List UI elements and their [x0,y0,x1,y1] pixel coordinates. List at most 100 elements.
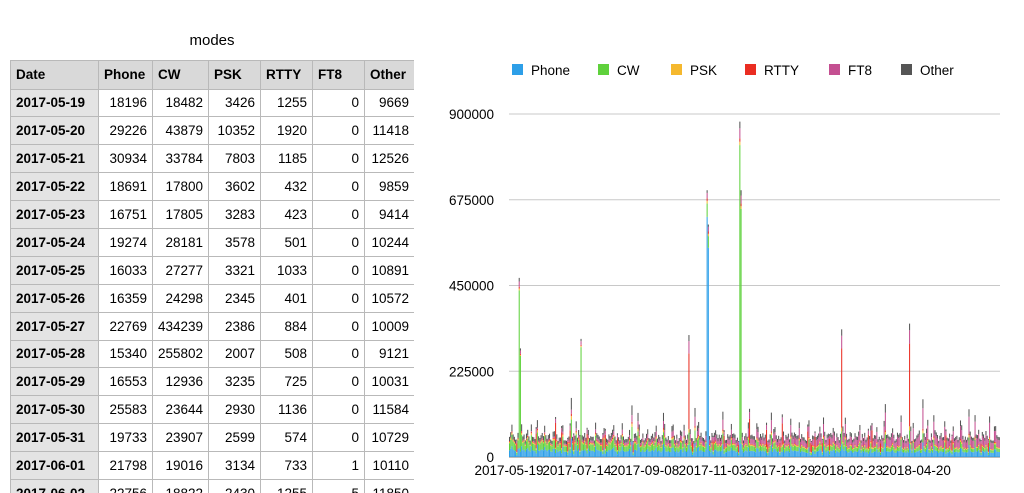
bar-segment-other [710,440,712,444]
bar-segment-rtty [642,441,644,443]
bar-segment-psk [591,443,593,445]
bar-segment-cw [578,440,580,449]
bar-segment-ft8 [726,442,728,447]
bar-segment-ft8 [591,440,593,443]
bar-segment-ft8 [563,443,565,445]
bar-segment-phone [602,454,604,457]
bar-segment-phone [532,450,534,457]
bar-segment-rtty [961,441,963,443]
bar-segment-other [804,439,806,443]
bar-segment-other [833,431,835,436]
bar-segment-phone [753,451,755,457]
bar-segment-cw [958,448,960,453]
bar-segment-other [949,433,951,438]
modes-table-container[interactable]: Date Phone CW PSK RTTY FT8 Other 2017-05-19 181… [10,60,414,493]
bar-segment-cw [570,419,572,439]
bar-segment-phone [595,446,597,457]
bar-segment-phone [682,452,684,457]
bar-segment-ft8 [780,440,782,446]
bar-segment-psk [905,449,907,451]
bar-segment-ft8 [655,431,657,437]
bar-segment-ft8 [877,442,879,448]
bar-segment-psk [882,447,884,449]
bar-segment-rtty [878,446,880,448]
bar-segment-psk [654,441,656,443]
bar-segment-cw [946,449,948,453]
value-cell: 16359 [98,283,153,313]
bar-segment-phone [578,448,580,457]
bar-segment-rtty [516,443,518,452]
bar-segment-rtty [521,431,523,433]
bar-segment-other [881,435,883,439]
bar-segment-rtty [871,430,873,448]
bar-segment-psk [706,200,708,204]
bar-segment-cw [787,445,789,451]
bar-segment-psk [909,426,911,431]
bar-segment-rtty [576,442,578,444]
bar-segment-rtty [919,448,922,450]
bar-segment-other [659,436,661,441]
bar-segment-cw [707,236,709,248]
bar-segment-rtty [580,344,582,346]
bar-segment-ft8 [791,436,793,444]
legend-label-cw: CW [617,63,640,78]
bar-segment-phone [627,450,629,457]
bar-segment-psk [539,443,541,445]
bar-segment-phone [626,451,628,457]
bar-segment-ft8 [849,436,851,444]
bar-segment-other [839,433,841,438]
date-cell: 2017-06-02 [10,478,99,493]
bar-segment-ft8 [559,441,561,443]
bar-segment-psk [603,437,605,440]
table-row: 2017-05-26 16359 24298 2345 401 0 10572 [10,283,414,313]
bar-segment-rtty [901,447,903,448]
bar-segment-rtty [809,442,811,452]
bar-segment-cw [625,446,627,452]
bar-segment-ft8 [903,442,905,449]
bar-segment-other [721,434,723,439]
bar-segment-psk [961,442,963,444]
bar-segment-ft8 [741,437,743,443]
bar-segment-rtty [836,444,838,446]
bar-segment-rtty [847,447,849,449]
bar-segment-ft8 [935,436,937,445]
bar-segment-other [915,438,917,442]
bar-segment-cw [831,446,833,452]
bar-segment-cw [881,447,883,452]
bar-segment-cw [700,443,702,450]
bar-segment-other [821,438,823,441]
bar-segment-rtty [579,439,581,451]
bar-segment-other [523,434,525,440]
bar-segment-other [849,432,851,437]
bar-segment-phone [596,449,598,457]
bar-segment-phone [854,450,856,457]
bar-segment-cw [896,446,898,451]
bar-segment-other [551,440,553,445]
bar-segment-psk [527,437,529,439]
bar-segment-cw [883,441,885,448]
bar-segment-rtty [664,435,666,437]
bar-segment-ft8 [852,442,854,448]
bar-segment-phone [766,452,768,457]
bar-segment-rtty [821,442,823,452]
bar-segment-ft8 [964,439,966,448]
bar-segment-ft8 [927,425,929,439]
bar-segment-cw [602,451,604,455]
bar-segment-psk [688,428,690,433]
bar-segment-other [732,433,734,439]
bar-segment-ft8 [984,440,986,448]
bar-segment-ft8 [692,439,694,443]
bar-segment-rtty [625,444,627,446]
bar-segment-rtty [621,433,623,435]
bar-segment-cw [609,444,611,451]
bar-segment-phone [821,454,823,457]
bar-segment-ft8 [906,438,908,446]
bar-segment-cw [975,447,977,452]
bar-segment-ft8 [568,440,570,442]
bar-segment-other [990,439,992,443]
bar-segment-cw [599,446,601,452]
value-cell: 2430 [208,478,261,493]
bar-segment-phone [780,451,782,457]
bar-segment-ft8 [893,438,895,446]
